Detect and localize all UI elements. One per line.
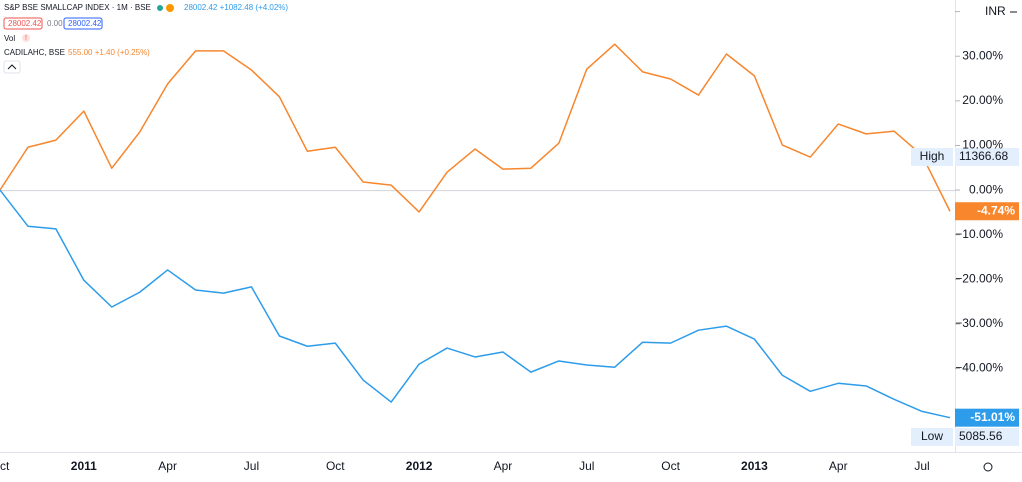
x-tick-label: Jul xyxy=(244,459,259,473)
series-line xyxy=(0,43,951,213)
last-value-box xyxy=(955,202,1019,221)
price-box-text: 28002.42 xyxy=(68,19,102,28)
currency-button[interactable] xyxy=(983,3,1019,20)
price-box xyxy=(3,17,43,30)
legend-value: 28002.42 +1082.48 (+4.02%) xyxy=(184,3,288,12)
high-box xyxy=(911,148,953,166)
collapse-icon xyxy=(7,64,17,70)
status-dot xyxy=(166,4,174,12)
x-tick-label: Jul xyxy=(914,459,929,473)
x-tick-label: Jul xyxy=(579,459,594,473)
x-tick-label: Oct xyxy=(0,459,10,473)
last-value-label: -4.74% xyxy=(977,203,1015,217)
y-tick-label: 10.00% xyxy=(962,138,1003,152)
price-box-text: 28002.42 xyxy=(8,19,42,28)
legend-entry: CADILAHC, BSE xyxy=(4,48,65,57)
last-value-box xyxy=(955,408,1019,427)
settings-icon[interactable] xyxy=(983,462,993,472)
y-tick-label: −30.00% xyxy=(955,316,1003,330)
warning-icon-text: ! xyxy=(25,35,27,42)
price-box[interactable] xyxy=(63,17,103,30)
x-tick-label: Apr xyxy=(158,459,177,473)
high-value-box xyxy=(955,148,1019,166)
legend-value: 555.00 +1.40 (+0.25%) xyxy=(68,48,150,57)
y-tick-label: 0.00% xyxy=(969,182,1003,196)
y-tick-label: 30.00% xyxy=(962,48,1003,62)
x-tick-label: 2012 xyxy=(406,459,433,473)
price-box-text: 0.00 xyxy=(47,19,63,28)
last-value-label: -51.01% xyxy=(970,410,1015,424)
low-value-box xyxy=(955,428,1019,446)
x-tick-label: 2013 xyxy=(741,459,768,473)
x-tick-label: Oct xyxy=(326,459,345,473)
low-value: 5085.56 xyxy=(959,429,1003,443)
currency-label: INR xyxy=(985,4,1006,18)
x-tick-label: Apr xyxy=(494,459,513,473)
plot-area xyxy=(0,43,955,419)
legend-entry: S&P BSE SMALLCAP INDEX · 1M · BSE xyxy=(4,3,151,12)
y-tick-label: −10.00% xyxy=(955,227,1003,241)
collapse-button[interactable] xyxy=(3,60,21,74)
low-label: Low xyxy=(921,429,943,443)
y-tick-label: −40.00% xyxy=(955,361,1003,375)
low-box xyxy=(911,428,953,446)
high-value: 11366.68 xyxy=(959,149,1008,163)
high-label: High xyxy=(920,149,945,163)
warning-icon[interactable] xyxy=(22,34,30,42)
series-line xyxy=(0,189,951,419)
y-tick-label: −20.00% xyxy=(955,271,1003,285)
x-tick-label: Apr xyxy=(829,459,848,473)
x-tick-label: 2011 xyxy=(71,459,97,473)
vol-label: Vol xyxy=(4,34,15,43)
status-dot xyxy=(157,5,163,11)
x-tick-label: Oct xyxy=(661,459,680,473)
y-tick-label: 20.00% xyxy=(962,93,1003,107)
